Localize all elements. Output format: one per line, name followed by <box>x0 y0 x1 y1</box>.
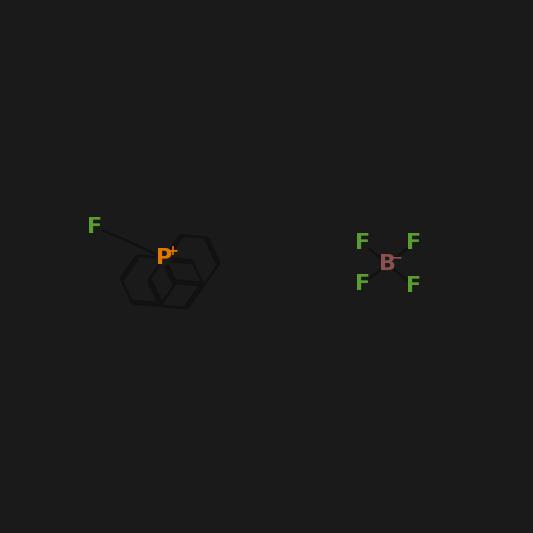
Text: P: P <box>156 248 172 268</box>
Text: +: + <box>167 244 179 258</box>
Circle shape <box>356 277 370 292</box>
Circle shape <box>356 236 370 251</box>
Text: F: F <box>407 276 422 296</box>
Text: B: B <box>379 254 396 274</box>
Text: F: F <box>87 217 102 237</box>
Text: F: F <box>355 274 370 294</box>
Circle shape <box>380 257 395 271</box>
Text: F: F <box>355 233 370 253</box>
Text: −: − <box>390 251 402 264</box>
Circle shape <box>407 278 422 293</box>
Circle shape <box>157 251 172 265</box>
Circle shape <box>407 236 422 251</box>
Text: F: F <box>407 233 422 253</box>
Circle shape <box>87 220 102 235</box>
